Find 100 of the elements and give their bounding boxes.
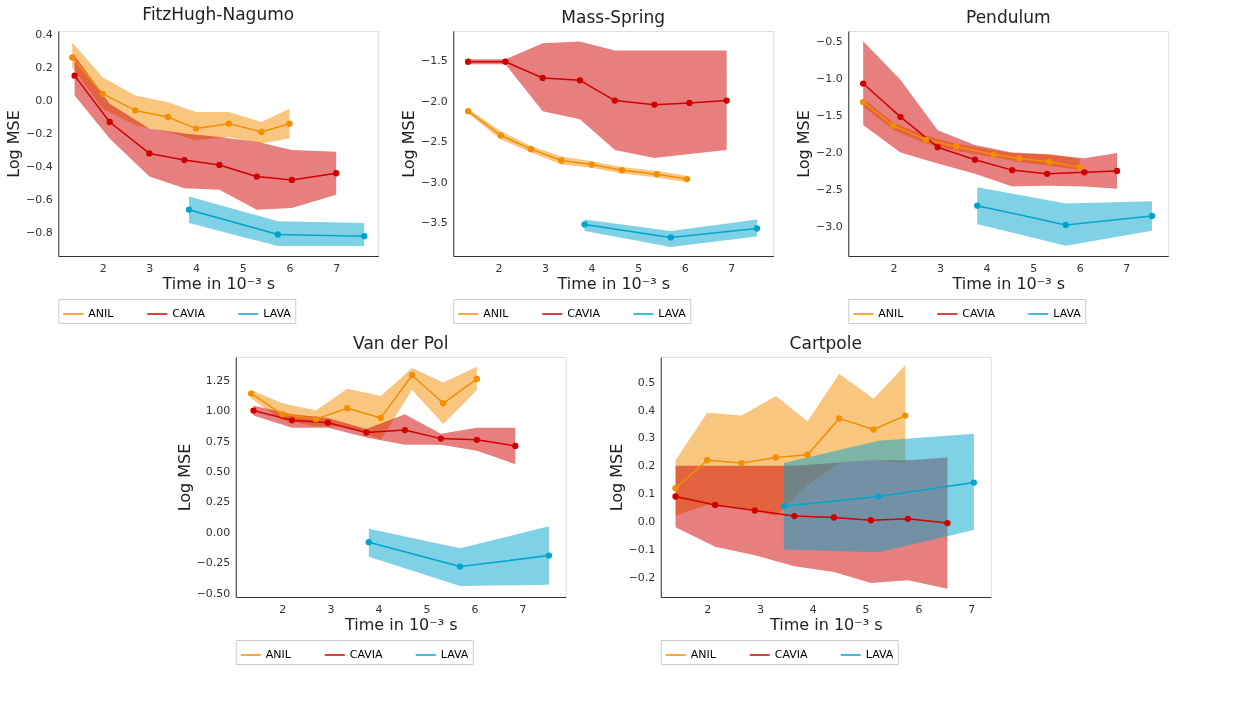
point: [1016, 155, 1023, 162]
point: [440, 400, 447, 407]
x-tick-label: 4: [588, 261, 596, 275]
y-tick-label: 0.00: [205, 525, 231, 539]
y-tick-label: 1.25: [205, 373, 231, 387]
y-tick-label: 0.1: [637, 487, 656, 501]
x-tick-label: 7: [333, 261, 341, 275]
x-tick-label: 5: [1030, 261, 1038, 275]
point: [667, 234, 674, 241]
x-axis-title: Time in 10⁻³ s: [951, 273, 1066, 293]
point: [953, 143, 960, 150]
y-axis-title: Log MSE: [399, 110, 419, 178]
y-axis-title: Log MSE: [4, 110, 24, 178]
point: [312, 415, 320, 423]
y-tick-label: −0.5: [816, 34, 843, 48]
point: [225, 120, 232, 127]
legend-label: ANIL: [88, 307, 115, 320]
y-tick-label: 0.50: [205, 465, 231, 479]
y-tick-label: −2.5: [421, 135, 448, 149]
point: [401, 426, 408, 434]
x-tick-label: 3: [327, 602, 335, 616]
point: [99, 90, 106, 98]
y-tick-label: −0.4: [26, 160, 53, 174]
point: [902, 412, 909, 419]
point: [867, 517, 875, 524]
point: [672, 485, 679, 492]
y-tick-label: −1.5: [421, 54, 448, 68]
y-tick-label: 0.2: [637, 459, 656, 473]
point: [859, 80, 867, 87]
point: [279, 411, 286, 418]
legend-label: LAVA: [263, 307, 292, 320]
point: [274, 231, 281, 238]
point: [181, 156, 188, 164]
y-tick-label: −2.0: [816, 145, 843, 159]
x-tick-label: 7: [519, 602, 527, 616]
point: [464, 107, 472, 115]
legend-label: LAVA: [865, 648, 894, 661]
point: [512, 442, 519, 450]
x-tick-label: 2: [890, 261, 898, 275]
y-tick-label: 0.3: [637, 431, 656, 445]
legend-label: CAVIA: [774, 648, 809, 661]
chart-title: Van der Pol: [353, 333, 449, 353]
point: [1046, 158, 1053, 166]
point: [897, 113, 904, 121]
y-tick-label: −0.1: [628, 543, 656, 557]
point: [653, 171, 660, 178]
point: [1009, 166, 1016, 174]
x-axis-title: Time in 10⁻³ s: [556, 273, 671, 293]
legend-label: CAVIA: [567, 307, 601, 320]
y-tick-label: 0.4: [35, 27, 53, 41]
y-tick-label: −3.0: [816, 219, 843, 233]
point: [473, 375, 481, 383]
legend-label: CAVIA: [349, 648, 384, 661]
y-tick-label: −0.2: [628, 570, 656, 584]
x-axis-title: Time in 10⁻³ s: [343, 614, 458, 634]
point: [723, 97, 730, 104]
point: [1043, 170, 1051, 177]
point: [71, 72, 78, 79]
x-tick-label: 5: [635, 261, 643, 275]
y-tick-label: 0.0: [637, 515, 656, 529]
point: [588, 161, 595, 168]
legend-label: ANIL: [878, 307, 905, 320]
point: [132, 107, 139, 114]
x-tick-label: 4: [809, 602, 817, 616]
point: [365, 539, 372, 546]
point: [618, 167, 626, 174]
y-tick-label: 0.2: [35, 60, 53, 74]
x-tick-label: 6: [471, 602, 479, 616]
point: [711, 501, 719, 509]
point: [836, 415, 843, 422]
point: [581, 221, 588, 228]
x-tick-label: 3: [937, 261, 945, 275]
point: [990, 151, 997, 158]
x-tick-label: 7: [728, 261, 736, 275]
point: [704, 457, 711, 464]
x-tick-label: 3: [146, 261, 154, 275]
y-tick-label: −1.5: [816, 108, 843, 122]
point: [576, 77, 584, 84]
y-tick-label: 0.4: [637, 403, 656, 417]
legend-label: CAVIA: [962, 307, 996, 320]
point: [288, 417, 296, 424]
point: [333, 170, 340, 177]
point: [971, 156, 979, 163]
x-tick-label: 7: [968, 602, 976, 616]
point: [106, 118, 113, 126]
point: [164, 113, 172, 121]
point: [934, 144, 941, 151]
y-axis-title: Log MSE: [794, 110, 814, 178]
point: [970, 479, 978, 486]
x-tick-label: 5: [239, 261, 247, 275]
legend-label: LAVA: [440, 648, 469, 661]
y-tick-label: 0.0: [35, 93, 53, 107]
point: [502, 58, 509, 65]
x-tick-label: 5: [862, 602, 870, 616]
point: [146, 150, 153, 157]
point: [286, 120, 293, 127]
point: [772, 454, 780, 461]
point: [408, 372, 416, 379]
point: [216, 161, 223, 169]
y-tick-label: 0.25: [205, 495, 231, 509]
